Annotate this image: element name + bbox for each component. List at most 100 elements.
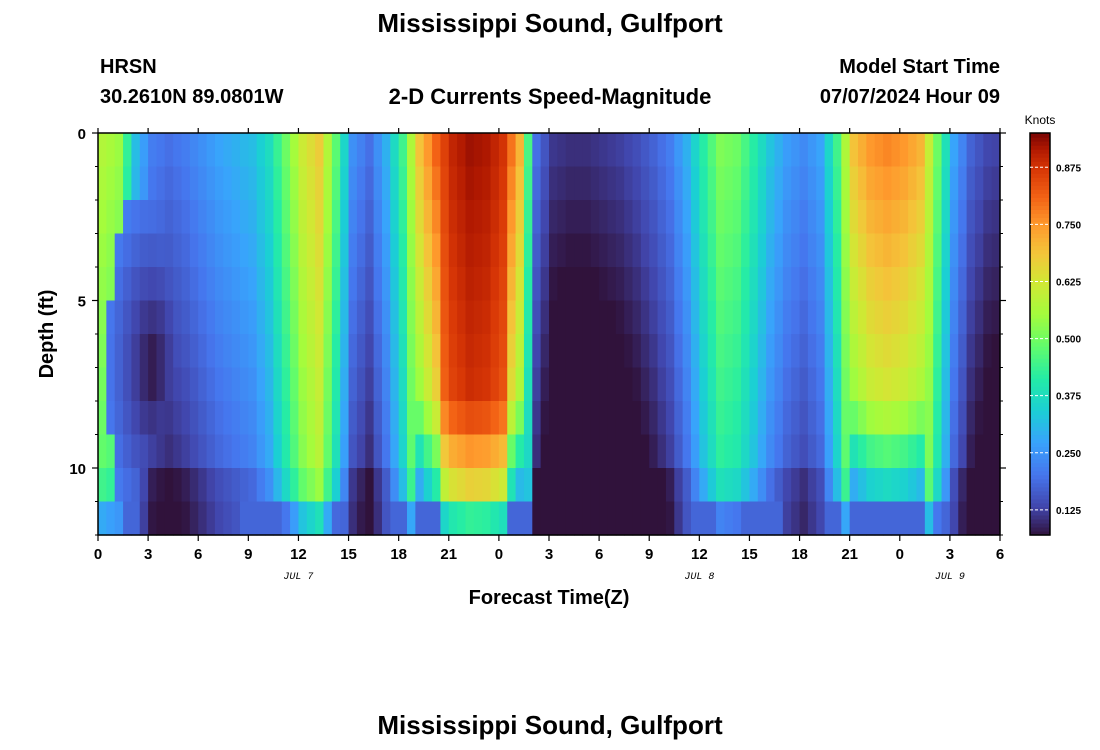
heatmap-cell bbox=[941, 267, 951, 302]
heatmap-cell bbox=[557, 434, 567, 469]
heatmap-cell bbox=[498, 166, 508, 201]
heatmap-cell bbox=[373, 401, 383, 436]
heatmap-cell bbox=[824, 434, 834, 469]
heatmap-cell bbox=[841, 434, 851, 469]
heatmap-cell bbox=[248, 166, 258, 201]
heatmap-cell bbox=[473, 200, 483, 235]
heatmap-cell bbox=[189, 401, 199, 436]
heatmap-cell bbox=[891, 468, 901, 503]
heatmap-cell bbox=[849, 200, 859, 235]
heatmap-cell bbox=[407, 468, 416, 503]
heatmap-cell bbox=[265, 367, 274, 402]
heatmap-cell bbox=[774, 200, 784, 235]
heatmap-cell bbox=[482, 233, 492, 268]
heatmap-cell bbox=[624, 166, 634, 201]
heatmap-cell bbox=[139, 501, 149, 536]
heatmap-cell bbox=[198, 233, 208, 268]
colorbar-segment bbox=[1030, 149, 1050, 154]
heatmap-cell bbox=[966, 300, 976, 335]
heatmap-cell bbox=[874, 468, 884, 503]
heatmap-cell bbox=[473, 133, 483, 168]
heatmap-cell bbox=[883, 166, 893, 201]
colorbar-segment bbox=[1030, 486, 1050, 492]
heatmap-cell bbox=[832, 267, 842, 302]
heatmap-cell bbox=[649, 166, 659, 201]
heatmap-cell bbox=[331, 401, 341, 436]
heatmap-cell bbox=[674, 401, 684, 436]
heatmap-cell bbox=[958, 334, 968, 369]
heatmap-cell bbox=[849, 501, 859, 536]
heatmap-cell bbox=[348, 334, 358, 369]
heatmap-cell bbox=[106, 267, 116, 302]
heatmap-cell bbox=[757, 468, 767, 503]
heatmap-cell bbox=[181, 401, 191, 436]
heatmap-cell bbox=[716, 367, 725, 402]
heatmap-cell bbox=[490, 501, 500, 536]
heatmap-cell bbox=[106, 300, 116, 335]
heatmap-cell bbox=[248, 200, 258, 235]
colorbar-segment bbox=[1030, 434, 1050, 440]
heatmap-cell bbox=[774, 300, 784, 335]
heatmap-cell bbox=[331, 501, 341, 536]
heatmap-cell bbox=[239, 367, 249, 402]
heatmap-cell bbox=[189, 133, 199, 168]
heatmap-cell bbox=[908, 468, 918, 503]
heatmap-cell bbox=[356, 334, 366, 369]
heatmap-cell bbox=[682, 401, 692, 436]
heatmap-cell bbox=[440, 166, 450, 201]
x-tick-label: 21 bbox=[841, 546, 858, 563]
heatmap-cell bbox=[448, 166, 458, 201]
heatmap-cell bbox=[340, 166, 350, 201]
heatmap-cell bbox=[732, 434, 742, 469]
heatmap-cell bbox=[331, 267, 341, 302]
heatmap-cell bbox=[757, 300, 767, 335]
heatmap-cell bbox=[181, 468, 191, 503]
heatmap-cell bbox=[841, 501, 851, 536]
heatmap-cell bbox=[724, 334, 734, 369]
heatmap-cell bbox=[966, 501, 976, 536]
heatmap-cell bbox=[699, 133, 709, 168]
heatmap-cell bbox=[206, 401, 216, 436]
x-tick-label: 15 bbox=[340, 546, 357, 563]
heatmap-cell bbox=[974, 200, 984, 235]
heatmap-cell bbox=[223, 300, 233, 335]
heatmap-cell bbox=[649, 133, 659, 168]
heatmap-cell bbox=[398, 166, 408, 201]
heatmap-cell bbox=[423, 200, 433, 235]
heatmap-cell bbox=[331, 468, 341, 503]
heatmap-cell bbox=[532, 468, 542, 503]
colorbar-segment bbox=[1030, 321, 1050, 327]
colorbar-segment bbox=[1030, 317, 1050, 323]
heatmap-cell bbox=[649, 334, 659, 369]
heatmap-cell bbox=[924, 233, 934, 268]
heatmap-cell bbox=[231, 434, 241, 469]
heatmap-cell bbox=[281, 501, 291, 536]
heatmap-cell bbox=[398, 367, 408, 402]
heatmap-cell bbox=[883, 468, 893, 503]
heatmap-cell bbox=[98, 166, 107, 201]
heatmap-cell bbox=[106, 401, 116, 436]
heatmap-cell bbox=[782, 267, 792, 302]
colorbar-segment bbox=[1030, 269, 1050, 275]
heatmap-cell bbox=[599, 401, 609, 436]
colorbar-segment bbox=[1030, 161, 1050, 166]
heatmap-cell bbox=[933, 434, 943, 469]
heatmap-cell bbox=[716, 233, 725, 268]
heatmap-cell bbox=[164, 468, 174, 503]
colorbar-segment bbox=[1030, 386, 1050, 391]
heatmap-cell bbox=[565, 166, 575, 201]
heatmap-cell bbox=[139, 200, 149, 235]
heatmap-cell bbox=[858, 166, 867, 201]
heatmap-cell bbox=[223, 367, 233, 402]
heatmap-cell bbox=[816, 200, 826, 235]
heatmap-cell bbox=[356, 434, 366, 469]
heatmap-cell bbox=[866, 468, 876, 503]
heatmap-cell bbox=[599, 334, 609, 369]
heatmap-cell bbox=[590, 300, 600, 335]
heatmap-cell bbox=[966, 468, 976, 503]
heatmap-cell bbox=[381, 133, 391, 168]
heatmap-cell bbox=[682, 434, 692, 469]
heatmap-cell bbox=[682, 468, 692, 503]
heatmap-cell bbox=[507, 133, 517, 168]
heatmap-cell bbox=[114, 334, 124, 369]
